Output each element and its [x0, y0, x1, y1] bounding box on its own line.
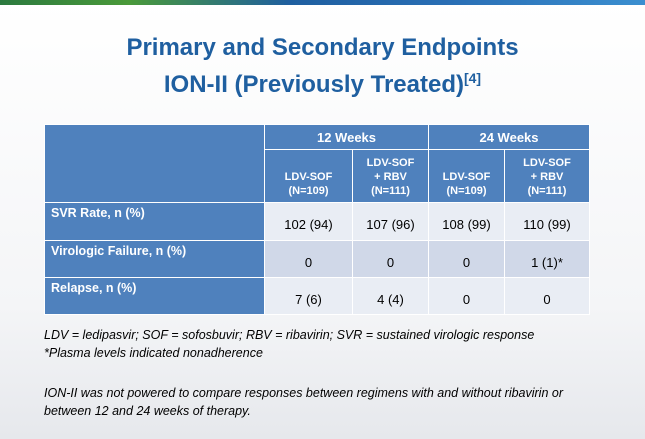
top-accent-bar — [0, 0, 645, 5]
endpoints-table: 12 Weeks 24 Weeks LDV-SOF (N=109) LDV-SO… — [44, 124, 590, 315]
group-12-weeks: 12 Weeks — [264, 124, 429, 150]
table-row: SVR Rate, n (%) 102 (94) 107 (96) 108 (9… — [44, 202, 590, 241]
column-n: (N=111) — [371, 185, 410, 197]
table-cell: 0 — [264, 240, 353, 278]
table-row: Relapse, n (%) 7 (6) 4 (4) 0 0 — [44, 277, 590, 315]
column-header: LDV-SOF + RBV (N=111) — [504, 149, 590, 203]
row-label-svr-rate: SVR Rate, n (%) — [44, 202, 265, 241]
abbreviation-notes: LDV = ledipasvir; SOF = sofosbuvir; RBV … — [44, 326, 624, 362]
table-cell: 1 (1)* — [504, 240, 590, 278]
table-cell: 0 — [352, 240, 429, 278]
study-note-paragraph: ION-II was not powered to compare respon… — [44, 386, 564, 418]
column-header: LDV-SOF (N=109) — [264, 149, 353, 203]
column-extra: + RBV — [530, 171, 564, 183]
column-drug: LDV-SOF — [366, 157, 415, 169]
row-label-relapse: Relapse, n (%) — [44, 277, 265, 315]
table-cell: 108 (99) — [428, 202, 505, 241]
group-header-row: 12 Weeks 24 Weeks — [44, 124, 590, 203]
column-header: LDV-SOF (N=109) — [428, 149, 505, 203]
title-line-2: ION-II (Previously Treated) — [163, 71, 464, 98]
column-n: (N=109) — [446, 185, 487, 197]
table-cell: 110 (99) — [504, 202, 590, 241]
abbreviations-text: LDV = ledipasvir; SOF = sofosbuvir; RBV … — [44, 328, 535, 342]
column-header: LDV-SOF + RBV (N=111) — [352, 149, 429, 203]
group-24-weeks: 24 Weeks — [428, 124, 590, 150]
table-cell: 0 — [428, 240, 505, 278]
table-cell: 0 — [504, 277, 590, 315]
column-n: (N=111) — [527, 185, 567, 197]
column-extra: + RBV — [374, 171, 407, 183]
table-cell: 0 — [428, 277, 505, 315]
table-row: Virologic Failure, n (%) 0 0 0 1 (1)* — [44, 240, 590, 278]
row-label-virologic-failure: Virologic Failure, n (%) — [44, 240, 265, 278]
footnote-text: *Plasma levels indicated nonadherence — [44, 346, 263, 360]
table-cell: 102 (94) — [264, 202, 353, 241]
title-line-1: Primary and Secondary Endpoints — [126, 34, 519, 61]
column-drug: LDV-SOF — [284, 171, 333, 183]
table-cell: 4 (4) — [352, 277, 429, 315]
column-header-row: LDV-SOF (N=109) LDV-SOF + RBV (N=111) LD… — [45, 149, 590, 203]
column-n: (N=109) — [288, 185, 329, 197]
column-drug: LDV-SOF — [523, 157, 571, 169]
table-cell: 7 (6) — [264, 277, 353, 315]
title-reference: [4] — [463, 70, 482, 86]
slide-title: Primary and Secondary Endpoints ION-II (… — [0, 32, 645, 100]
table-corner — [44, 124, 265, 203]
table-cell: 107 (96) — [352, 202, 429, 241]
column-drug: LDV-SOF — [442, 171, 491, 183]
